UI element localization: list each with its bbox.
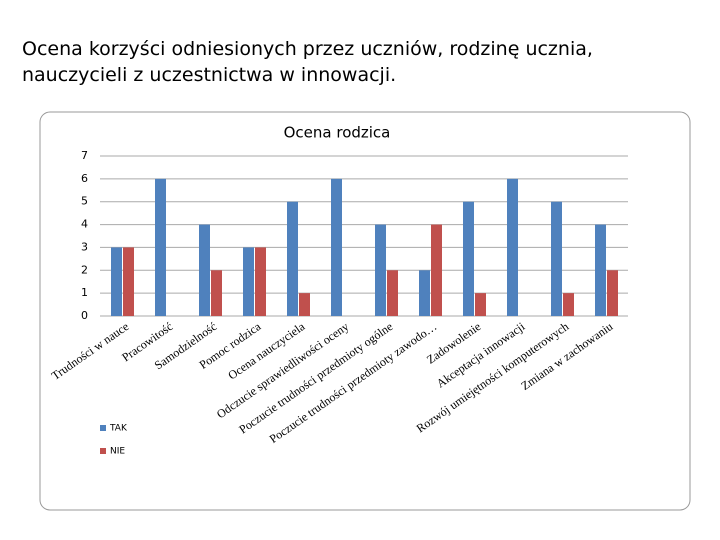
legend-label: TAK bbox=[109, 424, 128, 434]
bar bbox=[507, 178, 518, 316]
bar bbox=[111, 247, 122, 316]
bar bbox=[607, 270, 618, 316]
bar bbox=[387, 270, 398, 316]
y-tick-label: 4 bbox=[81, 218, 88, 231]
y-tick-label: 7 bbox=[81, 149, 88, 162]
bar bbox=[287, 201, 298, 316]
bar bbox=[475, 293, 486, 316]
y-tick-label: 0 bbox=[81, 309, 88, 322]
bar bbox=[419, 270, 430, 316]
bar bbox=[595, 224, 606, 316]
bar bbox=[243, 247, 254, 316]
legend-label: NIE bbox=[110, 447, 125, 457]
bar bbox=[199, 224, 210, 316]
bar bbox=[463, 201, 474, 316]
bar bbox=[551, 201, 562, 316]
bar bbox=[211, 270, 222, 316]
y-tick-label: 5 bbox=[81, 195, 88, 208]
bar bbox=[155, 178, 166, 316]
chart-title: Ocena rodzica bbox=[284, 124, 391, 142]
bar bbox=[299, 293, 310, 316]
bar bbox=[375, 224, 386, 316]
bar bbox=[123, 247, 134, 316]
legend-swatch bbox=[100, 425, 106, 431]
y-tick-label: 6 bbox=[81, 172, 88, 185]
bar bbox=[563, 293, 574, 316]
y-tick-label: 2 bbox=[81, 263, 88, 276]
bar bbox=[431, 224, 442, 316]
y-tick-label: 1 bbox=[81, 286, 88, 299]
slide-title: Ocena korzyści odniesionych przez ucznió… bbox=[22, 38, 593, 86]
bar bbox=[255, 247, 266, 316]
y-tick-label: 3 bbox=[81, 240, 88, 253]
chart-frame bbox=[39, 111, 691, 511]
bar bbox=[331, 178, 342, 316]
legend-swatch bbox=[100, 448, 106, 454]
